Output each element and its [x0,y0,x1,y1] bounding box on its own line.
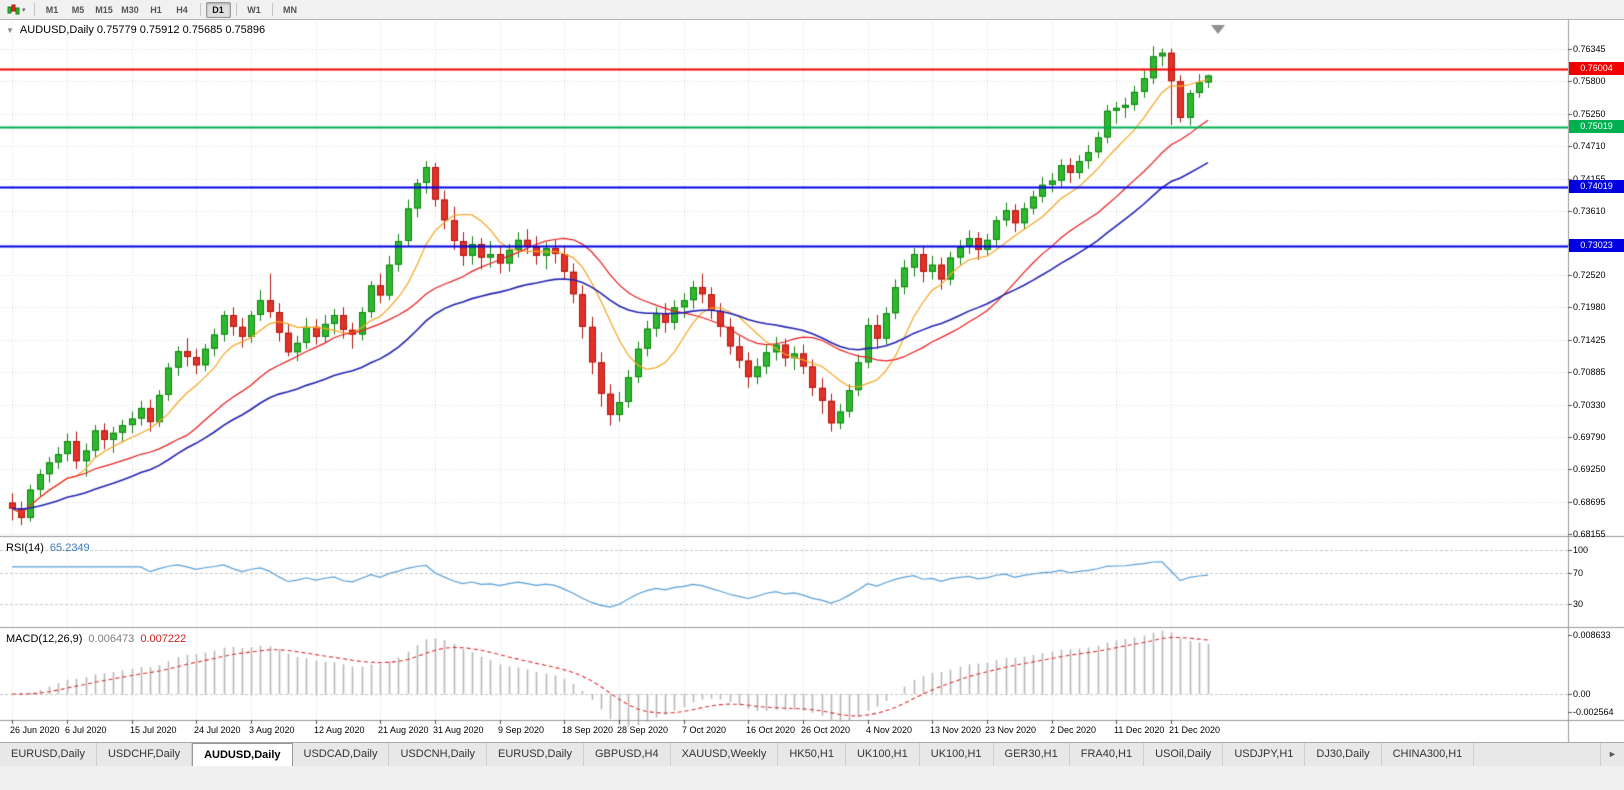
date-tick-label: 6 Jul 2020 [65,725,107,735]
date-tick-label: 4 Nov 2020 [866,725,913,735]
timeframe-button-d1[interactable]: D1 [205,1,231,18]
date-tick-label: 26 Oct 2020 [801,725,851,735]
date-tick-label: 21 Aug 2020 [378,725,429,735]
chart-tab-usdchf-daily[interactable]: USDCHF,Daily [96,743,193,766]
chart-dropdown-caret-icon[interactable]: ▾ [22,6,26,14]
chart-tab-hk50-h1[interactable]: HK50,H1 [778,743,846,766]
price-tick-label: 0.76345 [1573,44,1606,54]
chart-title-text: AUDUSD,Daily 0.75779 0.75912 0.75685 0.7… [19,24,266,36]
price-tick-label: 0.69250 [1573,464,1606,474]
macd-tick-label: 0.008633 [1573,630,1611,640]
macd-label: MACD(12,26,9) [6,633,83,645]
price-tick-label: 0.75800 [1573,76,1606,86]
date-tick-label: 13 Nov 2020 [930,725,982,735]
date-tick-label: 18 Sep 2020 [562,725,614,735]
toolbar-separator [235,3,237,16]
chart-tab-usdcad-daily[interactable]: USDCAD,Daily [292,743,390,766]
date-tick-label: 9 Sep 2020 [498,725,545,735]
toolbar-separator [199,3,201,16]
toolbar-separator [33,3,35,16]
timeframe-button-m5[interactable]: M5 [71,4,85,15]
date-tick-label: 28 Sep 2020 [617,725,669,735]
hline-price-badge: 0.76004 [1569,62,1624,75]
timeframe-button-mn[interactable]: MN [283,4,298,15]
macd-tick-label: -0.002564 [1573,707,1614,717]
chart-tab-dj30-daily[interactable]: DJ30,Daily [1305,743,1382,766]
price-chart-canvas[interactable] [0,20,1624,742]
rsi-tick-label: 100 [1573,545,1589,555]
macd-tick-label: 0.00 [1573,689,1591,699]
chart-tab-uk100-h1[interactable]: UK100,H1 [919,743,994,766]
date-tick-label: 7 Oct 2020 [682,725,727,735]
chart-tab-fra40-h1[interactable]: FRA40,H1 [1069,743,1145,766]
date-tick-label: 3 Aug 2020 [249,725,295,735]
price-tick-label: 0.71980 [1573,302,1606,312]
timeframe-toolbar: ▾ M1 M5 M15 M30 H1 H4 D1 W1 MN [0,0,1624,20]
tabs-scroll-right-button[interactable]: ► [1600,743,1624,766]
price-tick-label: 0.69790 [1573,432,1606,442]
chart-tab-ger30-h1[interactable]: GER30,H1 [993,743,1070,766]
date-tick-label: 26 Jun 2020 [10,725,60,735]
chart-tab-eurusd-daily[interactable]: EURUSD,Daily [0,743,97,766]
window-bottom-filler [0,766,1624,790]
hline-price-badge: 0.73023 [1569,239,1624,252]
rsi-label: RSI(14) [6,542,44,554]
timeframe-button-h4[interactable]: H4 [176,4,188,15]
timeframe-button-m30[interactable]: M30 [121,4,139,15]
chart-tab-usoil-daily[interactable]: USOil,Daily [1144,743,1224,766]
price-tick-label: 0.75250 [1573,109,1606,119]
chart-tab-audusd-daily[interactable]: AUDUSD,Daily [192,743,293,766]
hline-price-badge: 0.74019 [1569,180,1624,193]
chart-type-button[interactable]: ▾ [4,4,29,16]
date-tick-label: 21 Dec 2020 [1169,725,1221,735]
price-tick-label: 0.71425 [1573,335,1606,345]
chart-tab-uk100-h1[interactable]: UK100,H1 [845,743,920,766]
toolbar-separator [271,3,273,16]
date-tick-label: 2 Dec 2020 [1050,725,1097,735]
chart-area: ▼ AUDUSD,Daily 0.75779 0.75912 0.75685 0… [0,20,1624,742]
chart-tab-eurusd-daily[interactable]: EURUSD,Daily [487,743,584,766]
chart-tabs-bar: EURUSD,Daily USDCHF,Daily AUDUSD,Daily USDC… [0,742,1624,766]
collapse-arrow-icon[interactable]: ▼ [6,25,14,35]
date-tick-label: 24 Jul 2020 [194,725,241,735]
hline-price-badge: 0.75019 [1569,120,1624,133]
rsi-tick-label: 70 [1573,568,1584,578]
timeframe-button-m1[interactable]: M1 [45,4,59,15]
macd-indicator-label: MACD(12,26,9) 0.006473 0.007222 [6,633,186,645]
chart-tab-xauusd-weekly[interactable]: XAUUSD,Weekly [670,743,779,766]
date-tick-label: 15 Jul 2020 [130,725,177,735]
chart-tab-usdjpy-h1[interactable]: USDJPY,H1 [1223,743,1306,766]
price-tick-label: 0.70885 [1573,367,1606,377]
price-tick-label: 0.68155 [1573,529,1606,539]
date-tick-label: 16 Oct 2020 [746,725,796,735]
price-tick-label: 0.74155 [1573,174,1606,184]
date-tick-label: 11 Dec 2020 [1114,725,1165,735]
timeframe-button-w1[interactable]: W1 [247,4,261,15]
chart-tab-gbpusd-h4[interactable]: GBPUSD,H4 [584,743,671,766]
rsi-tick-label: 30 [1573,599,1584,609]
timeframe-button-m15[interactable]: M15 [95,4,113,15]
chart-title: ▼ AUDUSD,Daily 0.75779 0.75912 0.75685 0… [6,24,265,36]
price-tick-label: 0.74710 [1573,141,1606,151]
macd-signal-value: 0.007222 [140,633,187,645]
macd-main-value: 0.006473 [88,633,135,645]
price-tick-label: 0.73610 [1573,206,1606,216]
chart-tab-china300-h1[interactable]: CHINA300,H1 [1381,743,1475,766]
rsi-indicator-label: RSI(14) 65.2349 [6,542,90,554]
date-tick-label: 31 Aug 2020 [433,725,484,735]
chart-tab-usdcnh-daily[interactable]: USDCNH,Daily [389,743,488,766]
price-tick-label: 0.68695 [1573,497,1606,507]
price-tick-label: 0.70330 [1573,400,1606,410]
price-tick-label: 0.72520 [1573,270,1606,280]
date-tick-label: 12 Aug 2020 [314,725,365,735]
rsi-value: 65.2349 [49,542,90,554]
timeframe-button-h1[interactable]: H1 [150,4,162,15]
timeframe-buttons: M1 M5 M15 M30 H1 H4 D1 W1 MN [40,1,303,18]
candlestick-chart-icon [7,4,20,14]
date-tick-label: 23 Nov 2020 [985,725,1037,735]
